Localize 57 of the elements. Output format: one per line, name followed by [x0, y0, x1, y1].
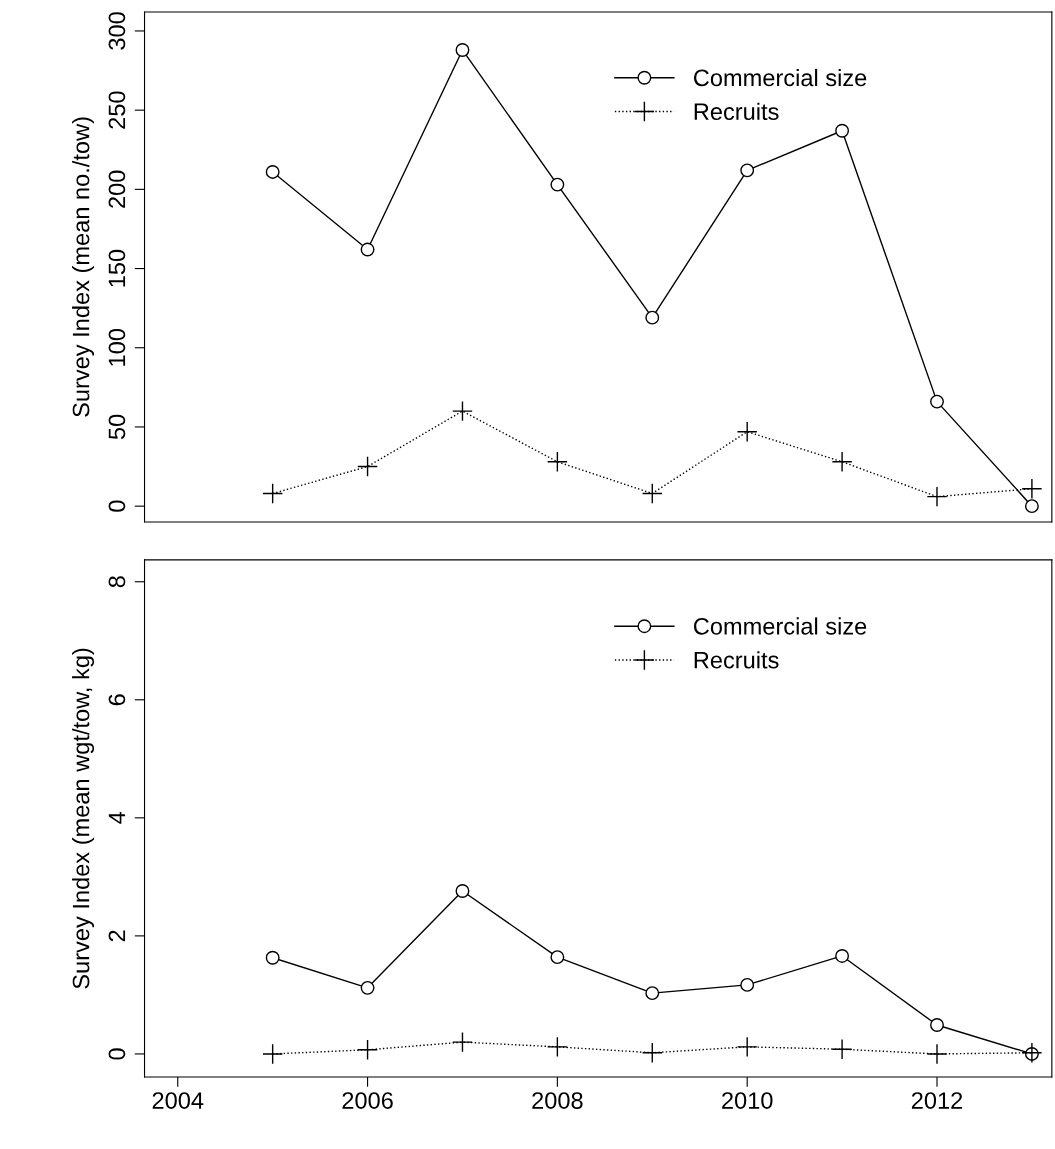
point	[831, 451, 853, 473]
y-tick-label: 6	[108, 694, 126, 706]
y-tick-label: 200	[108, 170, 126, 208]
point	[550, 950, 565, 965]
point	[360, 242, 375, 257]
point	[360, 980, 375, 995]
y-axis-title: Survey Index (mean no./tow)	[72, 117, 95, 417]
y-tick-label: 250	[108, 91, 126, 129]
x-tick-label: 2012	[911, 1092, 963, 1109]
point	[740, 163, 755, 178]
point	[550, 177, 565, 192]
point	[831, 1038, 853, 1060]
y-tick-label: 4	[108, 811, 126, 824]
y-tick-label: 2	[108, 930, 126, 942]
point	[736, 421, 758, 443]
point	[452, 1031, 473, 1053]
point	[265, 950, 280, 965]
legend-label: Recruits	[694, 651, 779, 669]
x-tick-label: 2008	[532, 1092, 583, 1109]
point	[645, 986, 660, 1001]
point	[926, 1043, 948, 1065]
point	[546, 451, 568, 473]
point	[835, 123, 850, 138]
point	[740, 977, 755, 992]
point	[357, 1039, 378, 1061]
y-tick-label: 0	[108, 1048, 126, 1060]
point	[262, 1043, 284, 1065]
y-tick-label: 100	[108, 328, 126, 366]
point	[455, 884, 470, 898]
legend-label: Recruits	[694, 102, 779, 121]
point	[736, 1036, 758, 1058]
point	[262, 483, 284, 504]
point	[357, 456, 378, 477]
legend-label: Commercial size	[693, 617, 867, 635]
y-tick-label: 50	[108, 414, 126, 440]
point	[1024, 499, 1039, 514]
y-tick-label: 300	[108, 12, 126, 50]
point	[930, 394, 944, 409]
point	[546, 1036, 568, 1058]
point	[1021, 478, 1043, 500]
y-tick-label: 150	[108, 249, 126, 287]
x-tick-label: 2010	[722, 1092, 773, 1109]
point	[641, 1042, 663, 1064]
point	[645, 310, 660, 325]
y-axis-title: Survey Index (mean wgt/tow, kg)	[72, 648, 95, 989]
point	[926, 486, 948, 508]
x-tick-label: 2004	[152, 1092, 204, 1109]
y-tick-label: 0	[108, 500, 126, 512]
point	[641, 483, 663, 504]
point	[930, 1018, 944, 1032]
point	[265, 164, 280, 179]
point	[455, 43, 470, 57]
legend-label: Commercial size	[693, 68, 867, 87]
point	[452, 400, 473, 422]
y-tick-label: 8	[108, 576, 126, 588]
point	[835, 949, 850, 963]
x-tick-label: 2006	[342, 1092, 393, 1109]
